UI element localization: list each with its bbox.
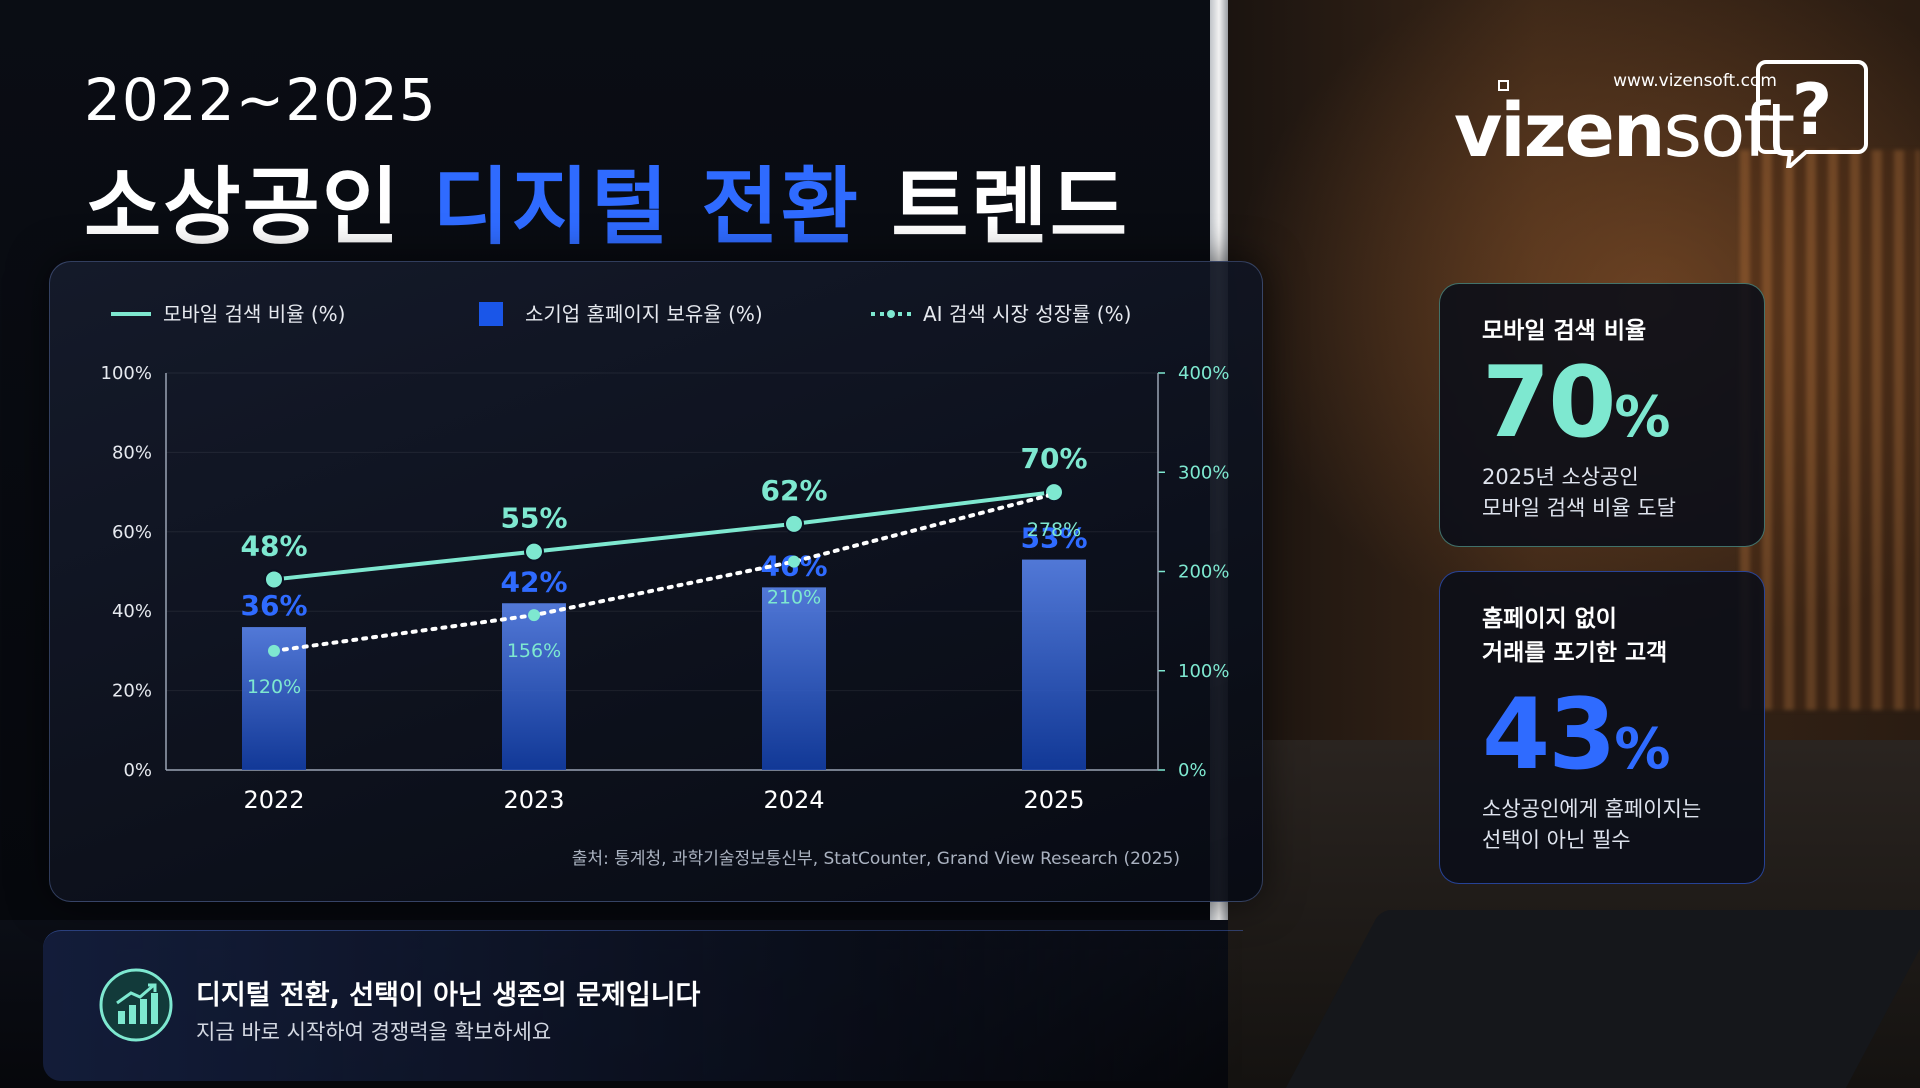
card-value: 70% xyxy=(1482,354,1722,452)
point xyxy=(528,609,540,622)
y-tick-label: 40% xyxy=(112,601,152,622)
x-tick-label: 2025 xyxy=(1023,786,1084,814)
bar-shade xyxy=(1022,559,1086,770)
card-desc-line: 소상공인에게 홈페이지는 xyxy=(1482,797,1702,821)
point-value-label: 120% xyxy=(247,676,301,698)
logo-url: www.vizensoft.com xyxy=(1613,71,1777,91)
title-highlight: 디지털 전환 xyxy=(432,158,861,256)
y-tick-label: 100% xyxy=(101,363,152,384)
logo: www.vizensoft.com vizensoft ? xyxy=(1454,60,1868,168)
card-desc-line: 2025년 소상공인 xyxy=(1482,465,1639,489)
card-desc-line: 선택이 아닌 필수 xyxy=(1482,828,1631,852)
point-value-label: 70% xyxy=(1020,442,1087,475)
point-value-label: 55% xyxy=(500,502,567,535)
y2-tick-label: 400% xyxy=(1178,363,1229,384)
logo-name-light: soft xyxy=(1664,88,1795,168)
card-unit: % xyxy=(1614,717,1671,782)
logo-name: vizensoft xyxy=(1454,88,1794,168)
legend-label: AI 검색 시장 성장률 (%) xyxy=(923,302,1131,326)
subtitle: 2022~2025 xyxy=(84,66,437,134)
bar-value-label: 36% xyxy=(240,589,307,622)
card-title-line: 거래를 포기한 고객 xyxy=(1482,640,1668,666)
stat-card: 모바일 검색 비율 70% 2025년 소상공인 모바일 검색 비율 도달 xyxy=(1439,283,1765,547)
card-desc: 소상공인에게 홈페이지는 선택이 아닌 필수 xyxy=(1482,794,1722,856)
y2-tick-label: 0% xyxy=(1178,760,1207,781)
chart-panel: 0% 20% 40% 60% 80% 100% 0% 100% 200% 300% 400% 2022… xyxy=(49,261,1263,902)
line xyxy=(272,492,1056,653)
bar-shade xyxy=(502,603,566,770)
card-title-line: 홈페이지 없이 xyxy=(1482,606,1617,632)
chart: 0% 20% 40% 60% 80% 100% 0% 100% 200% 300% 400% 2022… xyxy=(101,302,1229,869)
point-value-label: 62% xyxy=(760,474,827,507)
point-value-label: 278% xyxy=(1027,519,1081,541)
point xyxy=(1048,488,1060,501)
card-value: 43% xyxy=(1482,686,1722,784)
bar-value-label: 42% xyxy=(500,565,567,598)
y2-tick-label: 200% xyxy=(1178,562,1229,583)
point xyxy=(788,555,800,568)
y2-tick-label: 300% xyxy=(1178,462,1229,483)
point xyxy=(784,513,804,534)
card-desc-line: 모바일 검색 비율 도달 xyxy=(1482,496,1676,520)
bar-value-label: 53% xyxy=(1020,522,1087,555)
card-number: 43 xyxy=(1482,678,1616,792)
x-tick-label: 2024 xyxy=(763,786,824,814)
y-tick-label: 60% xyxy=(112,522,152,543)
background-notebook xyxy=(1279,910,1920,1088)
background-slats xyxy=(1740,150,1920,710)
y-tick-label: 80% xyxy=(112,442,152,463)
logo-name-bold: vizen xyxy=(1454,88,1664,168)
title-part: 트렌드 xyxy=(891,158,1130,256)
card-title-line: 모바일 검색 비율 xyxy=(1482,318,1647,344)
logo-bubble xyxy=(1756,60,1868,168)
footer-icon xyxy=(99,968,173,1042)
legend-swatch-dot xyxy=(887,310,895,318)
point xyxy=(268,644,280,657)
point-value-label: 48% xyxy=(240,529,307,562)
y-tick-label: 20% xyxy=(112,681,152,702)
line xyxy=(272,490,1056,582)
legend-swatch xyxy=(479,302,503,326)
legend-label: 소기업 홈페이지 보유율 (%) xyxy=(525,302,763,326)
point xyxy=(524,541,544,562)
footer: 디지털 전환, 선택이 아닌 생존의 문제입니다 지금 바로 시작하여 경쟁력을… xyxy=(43,930,1243,1081)
legend-label: 모바일 검색 비율 (%) xyxy=(163,302,345,326)
stat-card: 홈페이지 없이 거래를 포기한 고객 43% 소상공인에게 홈페이지는 선택이 … xyxy=(1439,571,1765,884)
card-title: 홈페이지 없이 거래를 포기한 고객 xyxy=(1482,602,1722,670)
title-part: 소상공인 xyxy=(84,158,402,256)
card-unit: % xyxy=(1614,385,1671,450)
logo-dot xyxy=(1498,80,1509,91)
x-tick-label: 2023 xyxy=(503,786,564,814)
point xyxy=(264,569,284,590)
y2-tick-label: 100% xyxy=(1178,661,1229,682)
card-desc: 2025년 소상공인 모바일 검색 비율 도달 xyxy=(1482,462,1722,524)
source: 출처: 통계청, 과학기술정보통신부, StatCounter, Grand V… xyxy=(572,849,1180,869)
card-title: 모바일 검색 비율 xyxy=(1482,314,1722,348)
y-tick-label: 0% xyxy=(123,760,152,781)
point-value-label: 156% xyxy=(507,640,561,662)
card-number: 70 xyxy=(1482,346,1616,460)
footer-subline: 지금 바로 시작하여 경쟁력을 확보하세요 xyxy=(196,1020,552,1044)
footer-headline: 디지털 전환, 선택이 아닌 생존의 문제입니다 xyxy=(196,980,701,1011)
x-tick-label: 2022 xyxy=(243,786,304,814)
bar-shade xyxy=(762,587,826,770)
title: 소상공인 디지털 전환 트렌드 xyxy=(84,140,1129,261)
logo-mark: ? xyxy=(1792,69,1833,151)
point-value-label: 210% xyxy=(767,587,821,609)
